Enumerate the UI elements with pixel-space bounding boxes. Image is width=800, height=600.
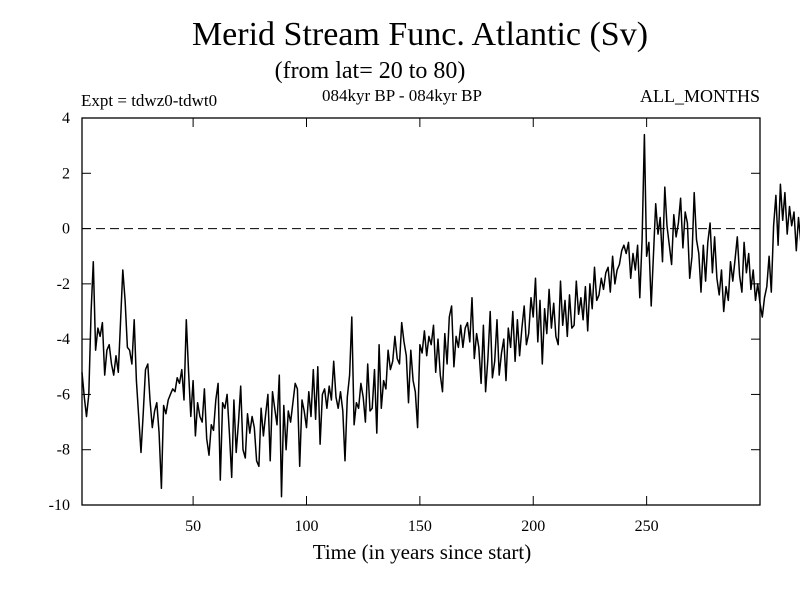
y-tick-label: 0 (62, 221, 70, 238)
y-tick-label: -10 (49, 497, 70, 514)
chart-title: Merid Stream Func. Atlantic (Sv) (191, 16, 649, 53)
x-tick-label: 250 (635, 518, 659, 535)
y-tick-label: -6 (57, 386, 70, 403)
y-tick-label: -2 (57, 276, 70, 293)
chart-subtitle: (from lat= 20 to 80) (274, 58, 466, 84)
x-axis-label: Time (in years since start) (312, 540, 532, 564)
x-axis: 50 100 150 200 250 (185, 118, 659, 535)
y-tick-label: -8 (57, 442, 70, 459)
experiment-label: Expt = tdwz0-tdwt0 (81, 91, 218, 110)
months-label: ALL_MONTHS (640, 86, 760, 106)
x-tick-label: 50 (185, 518, 201, 535)
period-label: 084kyr BP - 084kyr BP (322, 86, 482, 105)
y-axis: 4 2 0 -2 -4 -6 -8 -10 (49, 110, 760, 514)
y-tick-label: -4 (57, 331, 70, 348)
series-line (81, 133, 800, 498)
x-tick-label: 100 (294, 518, 318, 535)
plot-frame (81, 117, 761, 506)
y-tick-label: 2 (62, 165, 70, 182)
x-tick-label: 150 (408, 518, 432, 535)
x-tick-label: 200 (521, 518, 545, 535)
y-tick-label: 4 (62, 110, 70, 127)
